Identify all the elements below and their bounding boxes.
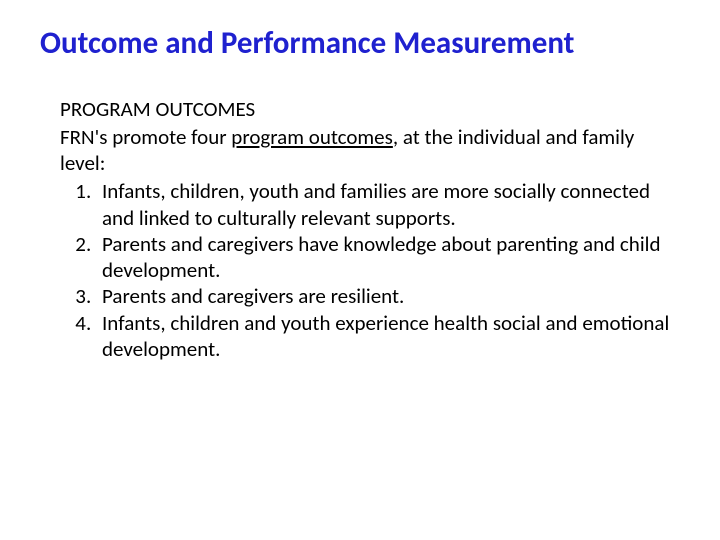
intro-underlined: program outcomes (231, 124, 393, 150)
outcome-item: Infants, children, youth and families ar… (96, 178, 670, 231)
outcome-item: Infants, children and youth experience h… (96, 310, 670, 363)
outcome-item: Parents and caregivers are resilient. (96, 283, 670, 309)
section-heading: PROGRAM OUTCOMES (60, 96, 670, 122)
outcome-list: Infants, children, youth and families ar… (60, 178, 670, 362)
intro-pre: FRN's promote four (60, 124, 231, 150)
slide: Outcome and Performance Measurement PROG… (0, 0, 720, 540)
slide-body: PROGRAM OUTCOMES FRN's promote four prog… (40, 96, 680, 363)
intro-line: FRN's promote four program outcomes, at … (60, 124, 670, 177)
slide-title: Outcome and Performance Measurement (40, 26, 680, 62)
outcome-item: Parents and caregivers have knowledge ab… (96, 231, 670, 284)
